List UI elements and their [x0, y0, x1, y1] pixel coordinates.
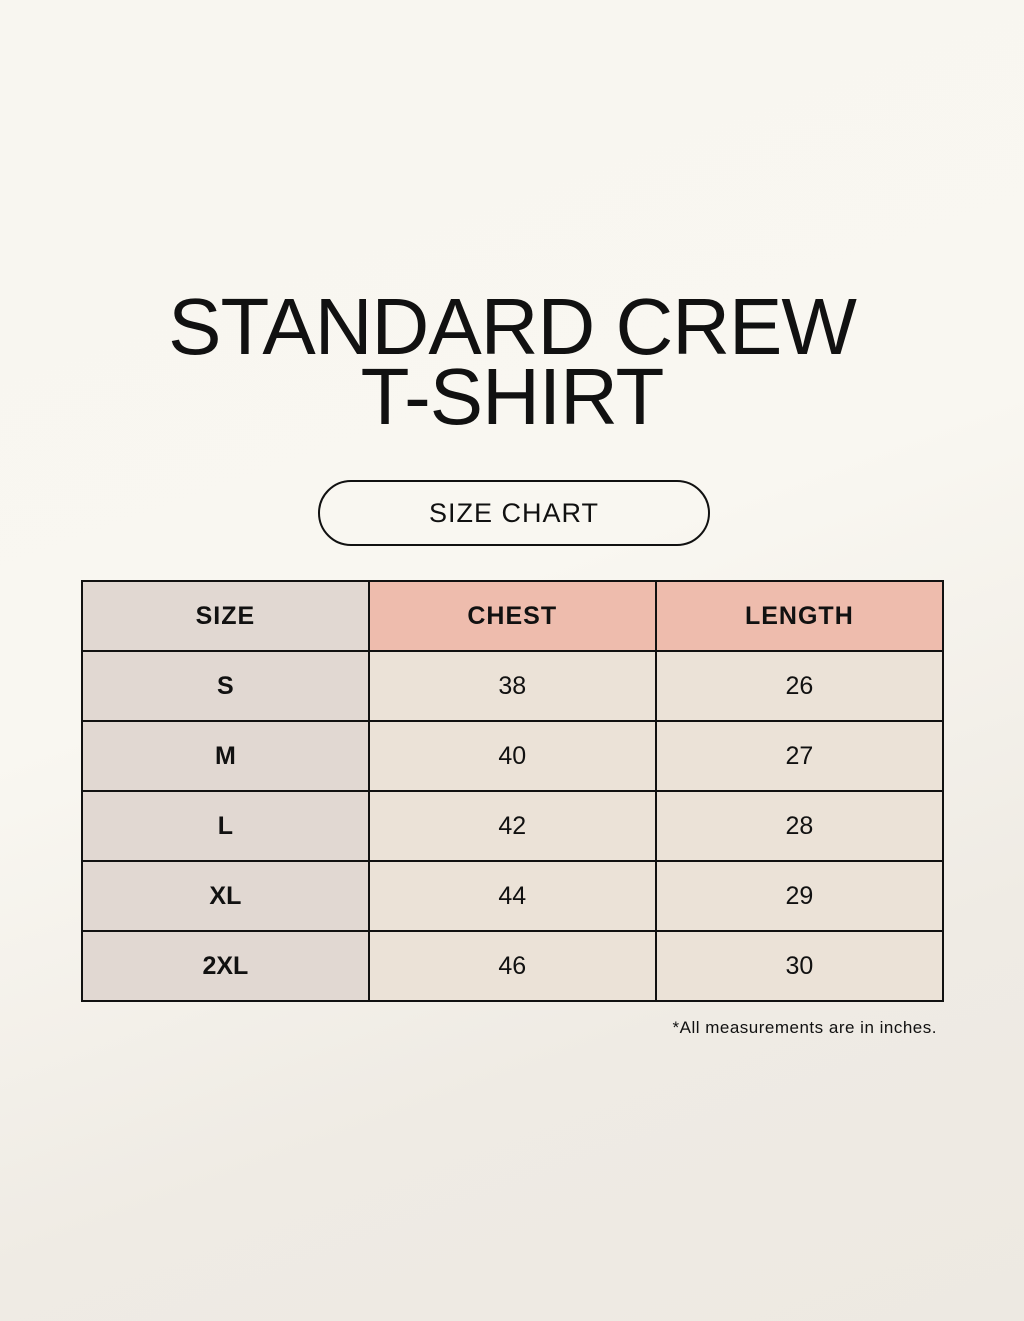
length-cell: 29	[654, 860, 945, 932]
measurement-note: *All measurements are in inches.	[672, 1018, 937, 1037]
table-row: S 38 26	[81, 650, 945, 722]
size-cell: M	[81, 720, 370, 792]
header-size: SIZE	[81, 580, 370, 652]
size-chart-badge: SIZE CHART	[318, 480, 710, 546]
chest-cell: 38	[367, 650, 657, 722]
header-chest: CHEST	[367, 580, 657, 652]
title-line-1: STANDARD CREW	[168, 282, 857, 371]
table-row: 2XL 46 30	[81, 930, 945, 1002]
table-header-row: SIZE CHEST LENGTH	[81, 580, 945, 652]
size-cell: XL	[81, 860, 370, 932]
size-cell: S	[81, 650, 370, 722]
header-length: LENGTH	[654, 580, 945, 652]
length-cell: 26	[654, 650, 945, 722]
chest-cell: 40	[367, 720, 657, 792]
table-row: L 42 28	[81, 790, 945, 862]
chest-cell: 42	[367, 790, 657, 862]
length-cell: 28	[654, 790, 945, 862]
chest-cell: 46	[367, 930, 657, 1002]
table-row: M 40 27	[81, 720, 945, 792]
chest-cell: 44	[367, 860, 657, 932]
size-cell: L	[81, 790, 370, 862]
table-row: XL 44 29	[81, 860, 945, 932]
size-cell: 2XL	[81, 930, 370, 1002]
size-table: SIZE CHEST LENGTH S 38 26 M 40 27 L 42 28 XL 44 29 2…	[81, 580, 945, 1002]
length-cell: 27	[654, 720, 945, 792]
page-title: STANDARD CREW T-SHIRT	[0, 282, 1024, 441]
title-line-2: T-SHIRT	[360, 352, 665, 441]
length-cell: 30	[654, 930, 945, 1002]
